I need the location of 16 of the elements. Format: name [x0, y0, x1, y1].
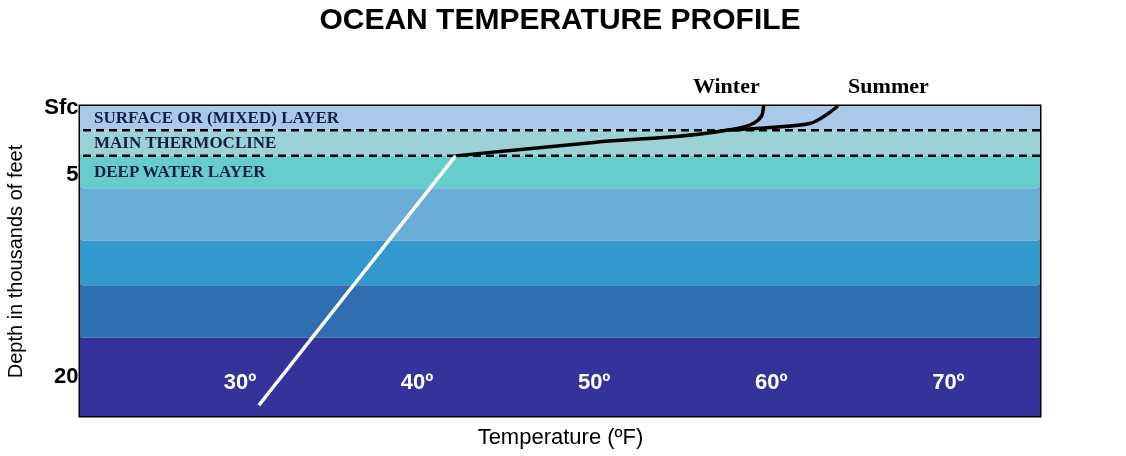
y-tick-label: 5 — [66, 160, 79, 186]
y-tick-label: 20 — [54, 363, 79, 389]
x-tick-label: 30º — [223, 368, 257, 394]
y-axis-title: Depth in thousands of feet — [4, 144, 27, 379]
series-label: Summer — [848, 73, 929, 98]
x-axis-title: Temperature (ºF) — [477, 423, 644, 449]
x-tick-label: 60º — [755, 368, 788, 394]
x-tick-label: 40º — [400, 368, 434, 394]
band-label: SURFACE OR (MIXED) LAYER — [94, 108, 340, 128]
y-tick-label: Sfc — [44, 93, 79, 119]
band-label: DEEP WATER LAYER — [94, 162, 267, 182]
series-label: Winter — [692, 73, 760, 98]
band-label: MAIN THERMOCLINE — [94, 133, 277, 153]
x-tick-label: 50º — [577, 368, 611, 394]
x-tick-label: 70º — [932, 368, 965, 394]
chart-title: OCEAN TEMPERATURE PROFILE — [319, 2, 801, 35]
